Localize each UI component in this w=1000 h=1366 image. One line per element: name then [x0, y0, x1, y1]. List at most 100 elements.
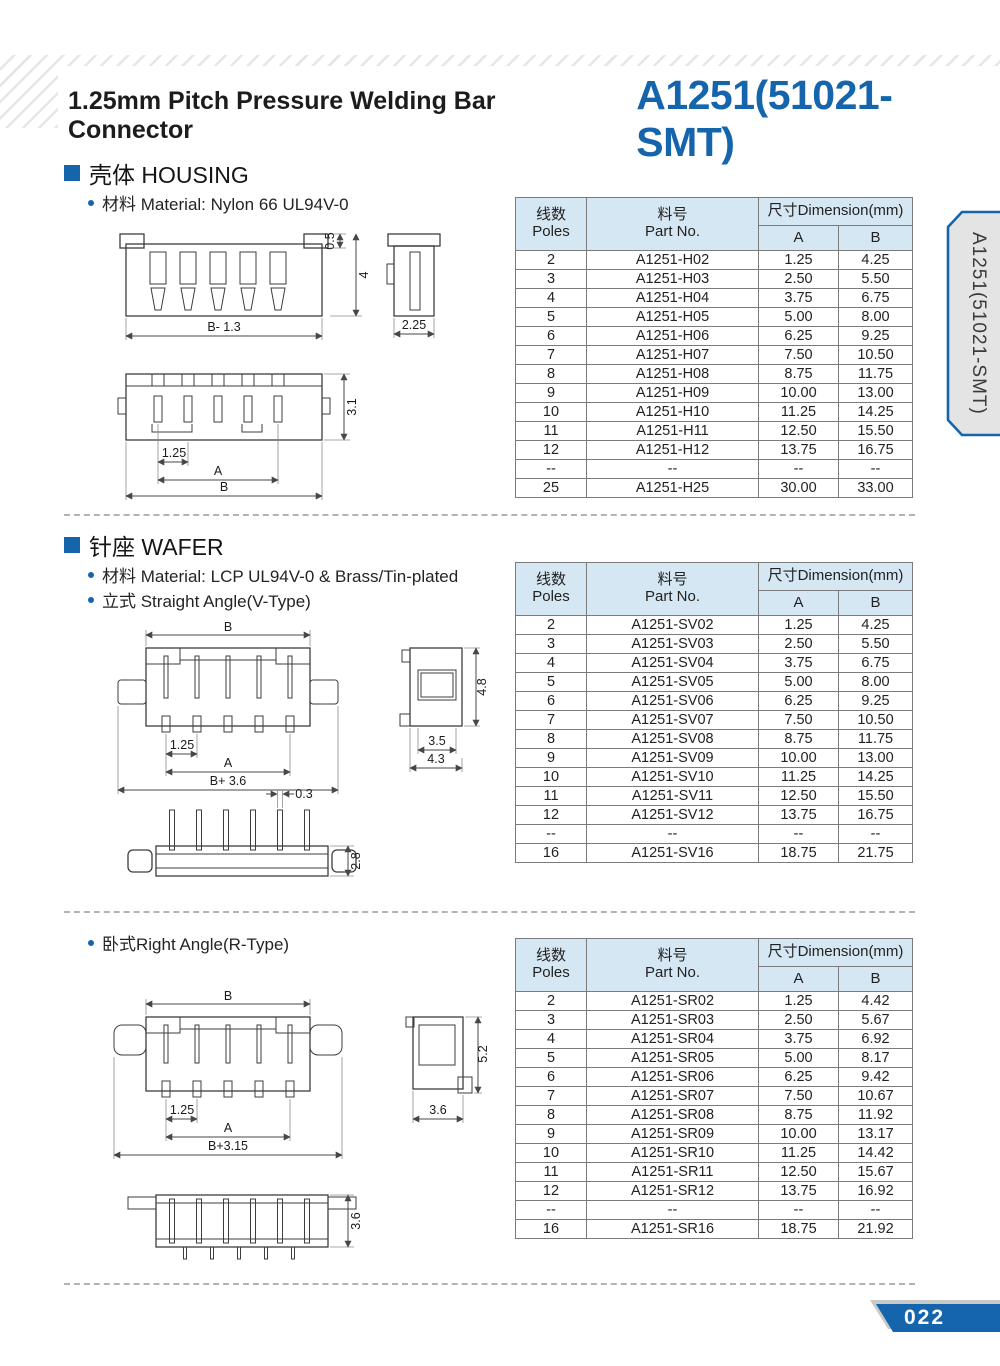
- table-cell: 7: [515, 710, 587, 730]
- svg-text:B: B: [220, 480, 228, 494]
- table-row: 11 A1251-SV11 12.50 15.50: [515, 786, 913, 806]
- table-cell: 8.75: [758, 1105, 839, 1125]
- table-cell: 4: [515, 653, 587, 673]
- table-cell: 14.25: [838, 402, 913, 422]
- bullet-text: 立式 Straight Angle(V-Type): [102, 592, 311, 611]
- table-cell: 30.00: [758, 478, 839, 498]
- table-cell: 1.25: [758, 615, 839, 635]
- table-cell: --: [758, 1200, 839, 1220]
- col-header-a: A: [758, 966, 839, 992]
- table-row: 6 A1251-SR06 6.25 9.42: [515, 1067, 913, 1087]
- table-cell: A1251-H05: [586, 307, 759, 327]
- table-cell: 12: [515, 805, 587, 825]
- table-row: 8 A1251-SR08 8.75 11.92: [515, 1105, 913, 1125]
- table-cell: 6.75: [838, 653, 913, 673]
- table-cell: 6: [515, 691, 587, 711]
- col-header-poles: 线数 Poles: [515, 938, 587, 992]
- table-cell: --: [586, 824, 759, 844]
- table-cell: 7.50: [758, 710, 839, 730]
- table-row: 7 A1251-SV07 7.50 10.50: [515, 710, 913, 730]
- section-heading-housing: 壳体 HOUSING: [64, 156, 249, 190]
- col-header-dimension: 尺寸Dimension(mm): [758, 562, 913, 591]
- table-cell: A1251-SR02: [586, 991, 759, 1011]
- table-row: 5 A1251-H05 5.00 8.00: [515, 307, 913, 327]
- table-cell: 11: [515, 421, 587, 441]
- col-header-part-no: 料号 Part No.: [586, 562, 759, 616]
- table-cell: 10.00: [758, 1124, 839, 1144]
- table-cell: 3.75: [758, 1029, 839, 1049]
- table-cell: 11.25: [758, 402, 839, 422]
- vtype-front-view: B 1.25 A B+ 3.6: [117, 620, 339, 794]
- svg-text:B+3.15: B+3.15: [208, 1139, 248, 1153]
- table-cell: 11.92: [838, 1105, 913, 1125]
- table-row: 7 A1251-H07 7.50 10.50: [515, 345, 913, 365]
- table-cell: 3: [515, 634, 587, 654]
- table-cell: --: [515, 459, 587, 479]
- svg-text:0.5: 0.5: [323, 232, 337, 249]
- table-cell: 5.67: [838, 1010, 913, 1030]
- table-row: 4 A1251-SR04 3.75 6.92: [515, 1029, 913, 1049]
- page-number-badge: 022: [876, 1304, 1000, 1332]
- wafer-rtype-technical-drawing: B 1.25 A B+3.15: [113, 989, 488, 1260]
- svg-text:5.2: 5.2: [476, 1045, 488, 1062]
- housing-part-table: 线数 Poles 料号 Part No. 尺寸Dimension(mm) A B 2…: [515, 197, 913, 498]
- svg-text:4: 4: [357, 271, 371, 278]
- table-row: 5 A1251-SV05 5.00 8.00: [515, 672, 913, 692]
- housing-technical-drawing: B- 1.3 0.5 4 2.25: [117, 232, 441, 500]
- table-cell: 5: [515, 672, 587, 692]
- table-cell: 6.92: [838, 1029, 913, 1049]
- section-divider: [64, 514, 915, 516]
- table-cell: 3: [515, 269, 587, 289]
- table-cell: 8: [515, 364, 587, 384]
- table-cell: 13.75: [758, 1181, 839, 1201]
- table-cell: 2.50: [758, 269, 839, 289]
- svg-text:3.5: 3.5: [428, 734, 445, 748]
- table-cell: 12.50: [758, 1162, 839, 1182]
- table-row: 10 A1251-SR10 11.25 14.42: [515, 1143, 913, 1163]
- table-cell: A1251-SR09: [586, 1124, 759, 1144]
- table-cell: A1251-SV16: [586, 843, 759, 863]
- table-cell: 3: [515, 1010, 587, 1030]
- table-cell: 13.00: [838, 748, 913, 768]
- table-row: 8 A1251-SV08 8.75 11.75: [515, 729, 913, 749]
- table-cell: A1251-SV10: [586, 767, 759, 787]
- table-row: 10 A1251-SV10 11.25 14.25: [515, 767, 913, 787]
- table-cell: 12: [515, 1181, 587, 1201]
- svg-text:2.8: 2.8: [349, 852, 363, 869]
- table-cell: 16.75: [838, 805, 913, 825]
- table-cell: 6: [515, 326, 587, 346]
- table-row: 6 A1251-SV06 6.25 9.25: [515, 691, 913, 711]
- svg-text:4.8: 4.8: [475, 678, 488, 695]
- table-cell: A1251-H04: [586, 288, 759, 308]
- page-title: 1.25mm Pitch Pressure Welding Bar Connec…: [58, 66, 1000, 172]
- table-cell: 14.25: [838, 767, 913, 787]
- table-cell: A1251-SR08: [586, 1105, 759, 1125]
- svg-text:1.25: 1.25: [170, 738, 194, 752]
- table-cell: 11: [515, 1162, 587, 1182]
- section-heading-text: 壳体 HOUSING: [89, 162, 249, 188]
- bullet-text: 材料 Material: LCP UL94V-0 & Brass/Tin-pla…: [102, 567, 459, 586]
- table-cell: 10.00: [758, 748, 839, 768]
- table-cell: 18.75: [758, 843, 839, 863]
- table-cell: 5.00: [758, 672, 839, 692]
- table-row: 3 A1251-SR03 2.50 5.67: [515, 1010, 913, 1030]
- table-cell: A1251-SV06: [586, 691, 759, 711]
- housing-side-view: 2.25: [386, 233, 441, 338]
- table-cell: 12.50: [758, 421, 839, 441]
- table-cell: 12: [515, 440, 587, 460]
- table-row: 7 A1251-SR07 7.50 10.67: [515, 1086, 913, 1106]
- table-cell: A1251-SR12: [586, 1181, 759, 1201]
- col-header-b: B: [838, 966, 913, 992]
- section-heading-text: 针座 WAFER: [89, 534, 224, 560]
- table-row: 9 A1251-SR09 10.00 13.17: [515, 1124, 913, 1144]
- table-row: 2 A1251-SR02 1.25 4.42: [515, 991, 913, 1011]
- table-cell: 8.17: [838, 1048, 913, 1068]
- table-cell: 7: [515, 1086, 587, 1106]
- table-cell: 11.25: [758, 767, 839, 787]
- table-cell: 2: [515, 991, 587, 1011]
- table-cell: --: [838, 824, 913, 844]
- table-cell: 8.75: [758, 364, 839, 384]
- table-cell: 5.00: [758, 307, 839, 327]
- table-cell: 15.67: [838, 1162, 913, 1182]
